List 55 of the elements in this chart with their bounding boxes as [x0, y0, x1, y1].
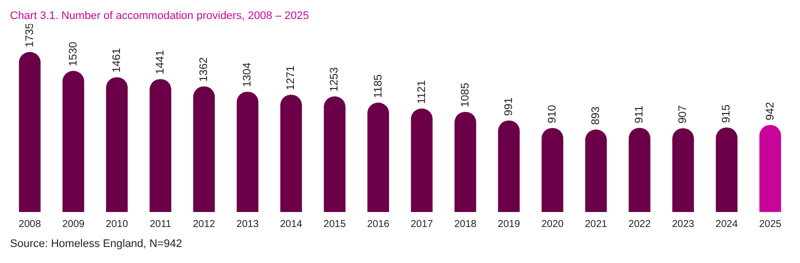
data-label: 1185 — [372, 74, 384, 98]
bar — [18, 52, 41, 212]
source-note: Source: Homeless England, N=942 — [9, 237, 184, 252]
x-tick-label: 2013 — [236, 218, 260, 230]
bar — [62, 70, 84, 212]
bar — [193, 86, 215, 212]
x-tick-label: 2015 — [324, 218, 346, 230]
x-tick-label: 2011 — [150, 218, 172, 230]
x-tick-label: 2025 — [759, 218, 782, 230]
bar — [585, 130, 607, 212]
data-label: 1253 — [328, 67, 341, 92]
bar — [106, 77, 128, 212]
data-label: 1304 — [242, 62, 254, 88]
x-tick-label: 2009 — [62, 218, 85, 230]
data-label: 893 — [590, 106, 602, 125]
bar — [542, 128, 564, 212]
data-label: 910 — [546, 104, 558, 124]
bar — [759, 125, 782, 212]
bar — [150, 79, 172, 212]
data-label: 991 — [502, 97, 515, 116]
data-label: 1362 — [198, 57, 210, 82]
bar — [498, 120, 520, 212]
data-label: 1271 — [285, 66, 298, 90]
x-tick-label: 2024 — [716, 218, 738, 230]
data-label: 1461 — [110, 48, 123, 73]
bar — [236, 92, 258, 212]
bar — [716, 127, 738, 212]
data-label: 915 — [720, 104, 733, 123]
bar — [367, 102, 390, 212]
chart-title: Chart 3.1. Number of accommodation providers, 2008 – 2025 — [9, 9, 310, 24]
bar — [672, 128, 694, 212]
x-tick-label: 2022 — [628, 218, 652, 230]
bar — [410, 108, 433, 212]
bar — [628, 128, 650, 212]
data-label: 1530 — [67, 42, 80, 66]
data-label: 942 — [764, 102, 776, 120]
data-label: 1121 — [416, 80, 428, 104]
data-label: 907 — [677, 105, 690, 124]
x-tick-label: 2017 — [410, 218, 434, 230]
x-tick-label: 2019 — [498, 218, 520, 230]
x-tick-label: 2016 — [367, 218, 390, 230]
bar — [454, 112, 476, 212]
bar — [280, 94, 302, 212]
x-tick-label: 2023 — [672, 218, 695, 230]
x-tick-label: 2018 — [454, 218, 477, 230]
x-tick-label: 2008 — [18, 218, 42, 230]
data-label: 911 — [634, 106, 646, 124]
x-tick-label: 2020 — [541, 218, 564, 230]
bar — [324, 96, 346, 212]
data-label: 1085 — [459, 82, 472, 108]
x-tick-label: 2012 — [192, 218, 216, 230]
x-tick-label: 2021 — [584, 218, 608, 230]
data-label: 1441 — [154, 50, 166, 74]
x-tick-label: 2014 — [280, 218, 303, 230]
x-tick-label: 2010 — [106, 218, 128, 230]
